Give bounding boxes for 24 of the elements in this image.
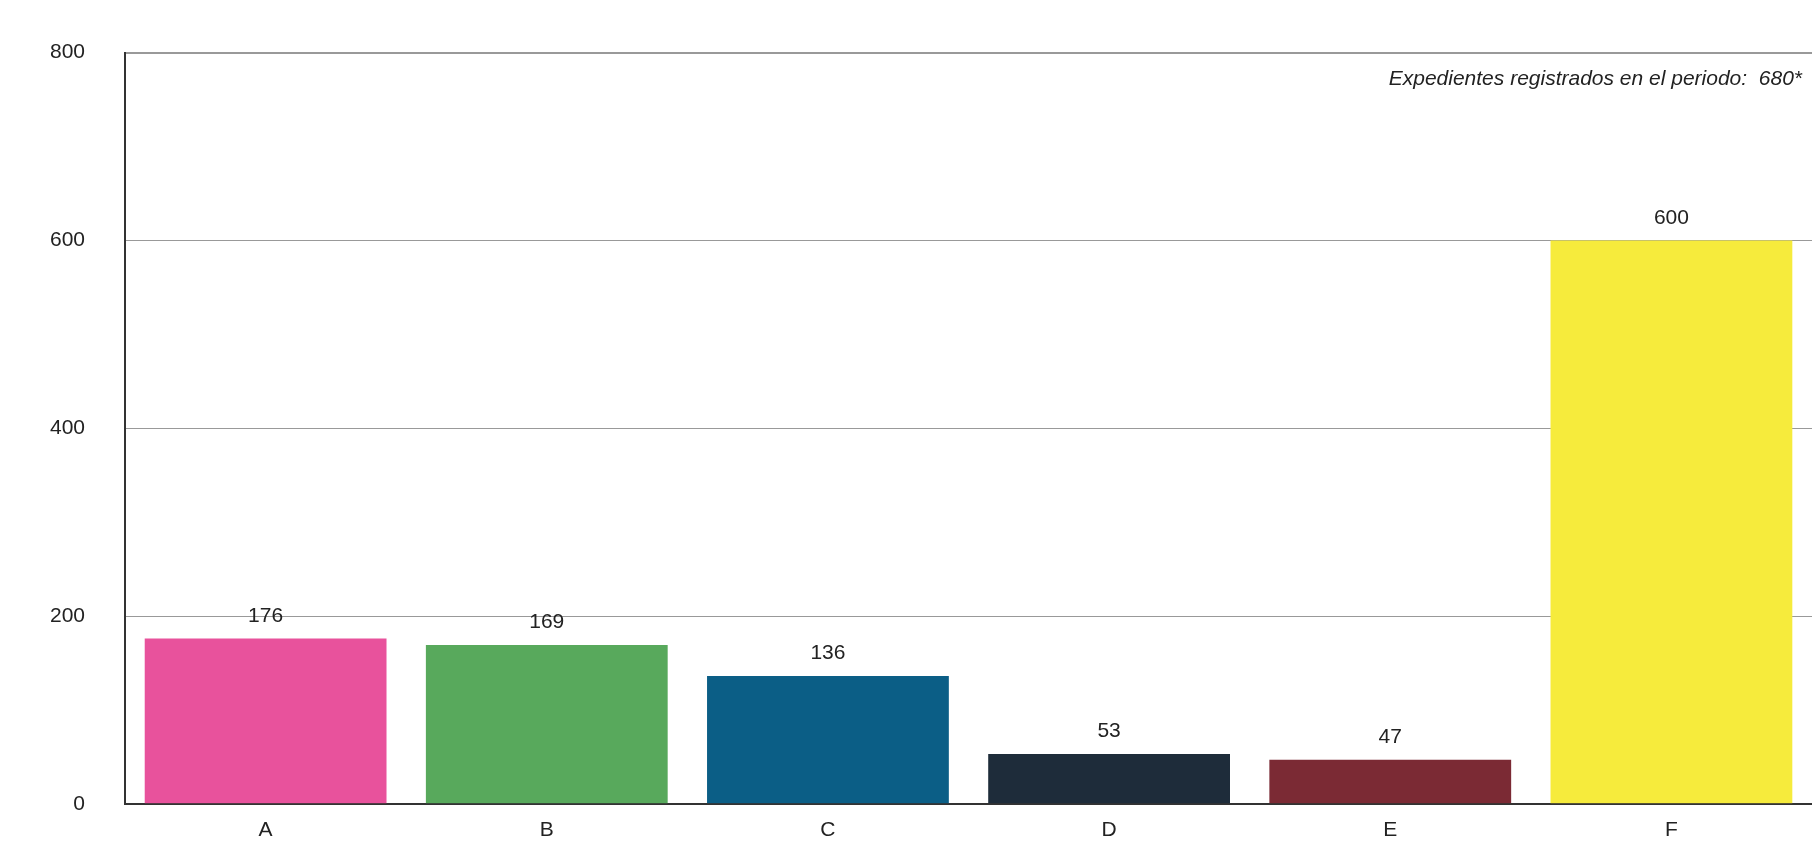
x-tick-label: C bbox=[820, 817, 836, 841]
bar bbox=[1269, 759, 1512, 804]
bar bbox=[988, 754, 1230, 804]
y-tick-label: 800 bbox=[49, 39, 86, 63]
y-tick-label: 200 bbox=[49, 602, 86, 626]
bar bbox=[425, 645, 668, 804]
y-tick-label: 0 bbox=[73, 790, 86, 814]
data-label: 47 bbox=[1378, 723, 1402, 747]
data-label: 53 bbox=[1097, 718, 1121, 742]
data-label: 169 bbox=[529, 609, 565, 633]
data-label: 176 bbox=[248, 602, 284, 626]
data-label: 136 bbox=[810, 640, 846, 664]
bar bbox=[707, 676, 949, 804]
y-tick-label: 400 bbox=[49, 415, 86, 438]
x-tick-label: A bbox=[258, 817, 273, 841]
bar bbox=[144, 638, 387, 804]
x-tick-label: F bbox=[1665, 817, 1678, 841]
x-tick-label: E bbox=[1383, 817, 1398, 841]
y-tick-label: 600 bbox=[49, 227, 86, 251]
x-tick-label: D bbox=[1101, 817, 1117, 841]
data-label: 600 bbox=[1653, 204, 1689, 228]
bar bbox=[1550, 240, 1793, 804]
x-tick-label: B bbox=[539, 817, 554, 841]
annotation: Expedientes registrados en el periodo: 680* bbox=[1388, 65, 1803, 89]
